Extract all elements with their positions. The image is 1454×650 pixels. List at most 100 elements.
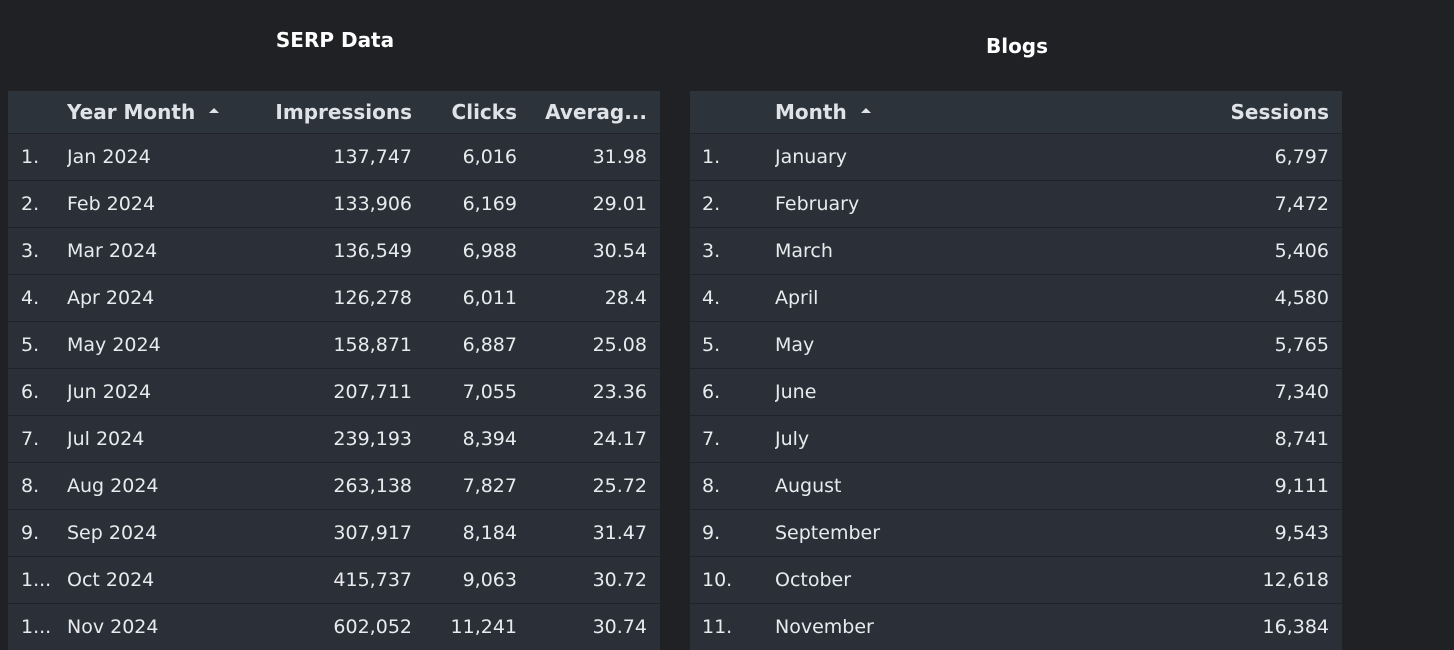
average-column-header[interactable]: Averag...: [545, 100, 647, 124]
table-row[interactable]: 2. February 7,472: [690, 180, 1342, 227]
table-row[interactable]: 1. Jan 2024 137,747 6,016 31.98: [8, 133, 660, 180]
blogs-panel-title: Blogs: [985, 34, 1049, 58]
clicks-cell: 9,063: [462, 569, 517, 591]
year-month-cell: Apr 2024: [67, 287, 155, 309]
table-row[interactable]: 6. June 7,340: [690, 368, 1342, 415]
table-row[interactable]: 7. Jul 2024 239,193 8,394 24.17: [8, 415, 660, 462]
month-cell: November: [775, 616, 874, 638]
row-number: 1.: [702, 146, 721, 168]
clicks-cell: 7,827: [462, 475, 517, 497]
table-row[interactable]: 11. November 16,384: [690, 603, 1342, 650]
row-number-header: [702, 91, 752, 133]
serp-table-body: 1. Jan 2024 137,747 6,016 31.98 2. Feb 2024 133…: [8, 133, 660, 650]
sessions-cell: 7,340: [1274, 381, 1329, 403]
row-number: 5.: [702, 334, 721, 356]
table-row[interactable]: 8. Aug 2024 263,138 7,827 25.72: [8, 462, 660, 509]
table-row[interactable]: 4. April 4,580: [690, 274, 1342, 321]
year-month-header-label: Year Month: [67, 100, 196, 124]
clicks-cell: 6,887: [462, 334, 517, 356]
row-number-header: [21, 91, 61, 133]
impressions-cell: 263,138: [333, 475, 412, 497]
row-number: 1...: [21, 616, 52, 638]
impressions-cell: 602,052: [333, 616, 412, 638]
serp-table-header: Year Month Impressions Clicks Averag...: [8, 91, 660, 133]
clicks-cell: 6,169: [462, 193, 517, 215]
sessions-cell: 9,543: [1274, 522, 1329, 544]
row-number: 9.: [702, 522, 721, 544]
row-number: 11.: [702, 616, 733, 638]
table-row[interactable]: 1... Nov 2024 602,052 11,241 30.74: [8, 603, 660, 650]
impressions-column-header[interactable]: Impressions: [275, 100, 412, 124]
row-number: 1...: [21, 569, 52, 591]
average-cell: 30.72: [592, 569, 647, 591]
impressions-cell: 133,906: [333, 193, 412, 215]
month-cell: September: [775, 522, 881, 544]
serp-panel-title: SERP Data: [275, 28, 395, 52]
average-cell: 30.74: [592, 616, 647, 638]
month-column-header[interactable]: Month: [775, 91, 975, 133]
clicks-cell: 6,988: [462, 240, 517, 262]
clicks-cell: 6,011: [462, 287, 517, 309]
row-number: 8.: [702, 475, 721, 497]
impressions-cell: 207,711: [333, 381, 412, 403]
impressions-cell: 158,871: [333, 334, 412, 356]
year-month-cell: Feb 2024: [67, 193, 156, 215]
month-cell: April: [775, 287, 819, 309]
table-row[interactable]: 2. Feb 2024 133,906 6,169 29.01: [8, 180, 660, 227]
table-row[interactable]: 5. May 5,765: [690, 321, 1342, 368]
average-cell: 31.47: [592, 522, 647, 544]
average-cell: 25.08: [592, 334, 647, 356]
year-month-cell: Oct 2024: [67, 569, 155, 591]
row-number: 3.: [21, 240, 40, 262]
year-month-cell: May 2024: [67, 334, 161, 356]
table-row[interactable]: 8. August 9,111: [690, 462, 1342, 509]
table-row[interactable]: 3. Mar 2024 136,549 6,988 30.54: [8, 227, 660, 274]
sort-ascending-icon[interactable]: [209, 107, 220, 113]
month-cell: August: [775, 475, 842, 497]
sessions-cell: 4,580: [1274, 287, 1329, 309]
row-number: 9.: [21, 522, 40, 544]
average-cell: 30.54: [592, 240, 647, 262]
average-cell: 28.4: [604, 287, 647, 309]
clicks-cell: 8,394: [462, 428, 517, 450]
table-row[interactable]: 3. March 5,406: [690, 227, 1342, 274]
sessions-cell: 12,618: [1262, 569, 1329, 591]
table-row[interactable]: 1... Oct 2024 415,737 9,063 30.72: [8, 556, 660, 603]
year-month-cell: Jan 2024: [67, 146, 151, 168]
row-number: 5.: [21, 334, 40, 356]
clicks-cell: 11,241: [450, 616, 517, 638]
sessions-cell: 5,765: [1274, 334, 1329, 356]
table-row[interactable]: 7. July 8,741: [690, 415, 1342, 462]
table-row[interactable]: 6. Jun 2024 207,711 7,055 23.36: [8, 368, 660, 415]
table-row[interactable]: 9. Sep 2024 307,917 8,184 31.47: [8, 509, 660, 556]
clicks-cell: 6,016: [462, 146, 517, 168]
sort-ascending-icon[interactable]: [860, 107, 871, 113]
month-cell: May: [775, 334, 815, 356]
row-number: 7.: [702, 428, 721, 450]
year-month-cell: Aug 2024: [67, 475, 159, 497]
sessions-cell: 7,472: [1274, 193, 1329, 215]
blogs-table: Month Sessions 1. January 6,797 2. February 7…: [690, 91, 1342, 650]
table-row[interactable]: 4. Apr 2024 126,278 6,011 28.4: [8, 274, 660, 321]
year-month-column-header[interactable]: Year Month: [67, 91, 247, 133]
table-row[interactable]: 10. October 12,618: [690, 556, 1342, 603]
clicks-cell: 7,055: [462, 381, 517, 403]
table-row[interactable]: 1. January 6,797: [690, 133, 1342, 180]
sessions-column-header[interactable]: Sessions: [1230, 100, 1329, 124]
year-month-cell: Sep 2024: [67, 522, 158, 544]
sessions-cell: 6,797: [1274, 146, 1329, 168]
month-cell: July: [775, 428, 810, 450]
sessions-cell: 9,111: [1274, 475, 1329, 497]
clicks-column-header[interactable]: Clicks: [451, 100, 517, 124]
row-number: 6.: [21, 381, 40, 403]
row-number: 8.: [21, 475, 40, 497]
sessions-cell: 8,741: [1274, 428, 1329, 450]
row-number: 2.: [21, 193, 40, 215]
table-row[interactable]: 5. May 2024 158,871 6,887 25.08: [8, 321, 660, 368]
average-cell: 24.17: [592, 428, 647, 450]
average-cell: 31.98: [592, 146, 647, 168]
blogs-table-body: 1. January 6,797 2. February 7,472 3. March 5,40…: [690, 133, 1342, 650]
table-row[interactable]: 9. September 9,543: [690, 509, 1342, 556]
average-cell: 25.72: [592, 475, 647, 497]
